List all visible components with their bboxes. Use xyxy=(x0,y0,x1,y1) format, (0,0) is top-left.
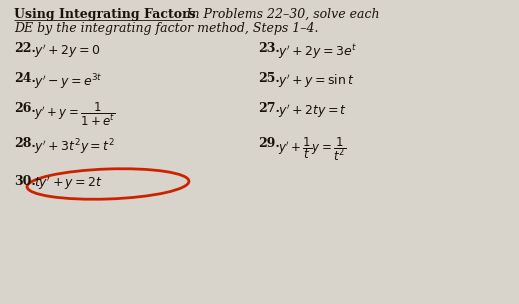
Text: 25.: 25. xyxy=(258,72,280,85)
Text: $y' + 2y = 0$: $y' + 2y = 0$ xyxy=(34,42,100,60)
Text: 28.: 28. xyxy=(14,137,36,150)
Text: $y' + 2y = 3e^t$: $y' + 2y = 3e^t$ xyxy=(278,42,357,60)
Text: 30.: 30. xyxy=(14,175,36,188)
Text: 24.: 24. xyxy=(14,72,36,85)
Text: $y' + 3t^2y = t^2$: $y' + 3t^2y = t^2$ xyxy=(34,137,115,157)
Text: $y' - y = e^{3t}$: $y' - y = e^{3t}$ xyxy=(34,72,103,92)
Text: $y' + 2ty = t$: $y' + 2ty = t$ xyxy=(278,102,347,119)
Text: 27.: 27. xyxy=(258,102,280,115)
Text: $y' + \dfrac{1}{t}y = \dfrac{1}{t^2}$: $y' + \dfrac{1}{t}y = \dfrac{1}{t^2}$ xyxy=(278,135,346,163)
Text: DE by the integrating factor method, Steps 1–4.: DE by the integrating factor method, Ste… xyxy=(14,22,319,35)
Text: 26.: 26. xyxy=(14,102,36,115)
Text: In Problems 22–30, solve each: In Problems 22–30, solve each xyxy=(184,8,379,21)
Text: Using Integrating Factors: Using Integrating Factors xyxy=(14,8,196,21)
Text: 23.: 23. xyxy=(258,42,280,55)
Text: 29.: 29. xyxy=(258,137,280,150)
Text: $ty' + y = 2t$: $ty' + y = 2t$ xyxy=(34,175,103,192)
Text: $y' + y = \dfrac{1}{1+e^t}$: $y' + y = \dfrac{1}{1+e^t}$ xyxy=(34,100,116,128)
Text: $y' + y = \sin t$: $y' + y = \sin t$ xyxy=(278,72,354,89)
Text: 22.: 22. xyxy=(14,42,36,55)
